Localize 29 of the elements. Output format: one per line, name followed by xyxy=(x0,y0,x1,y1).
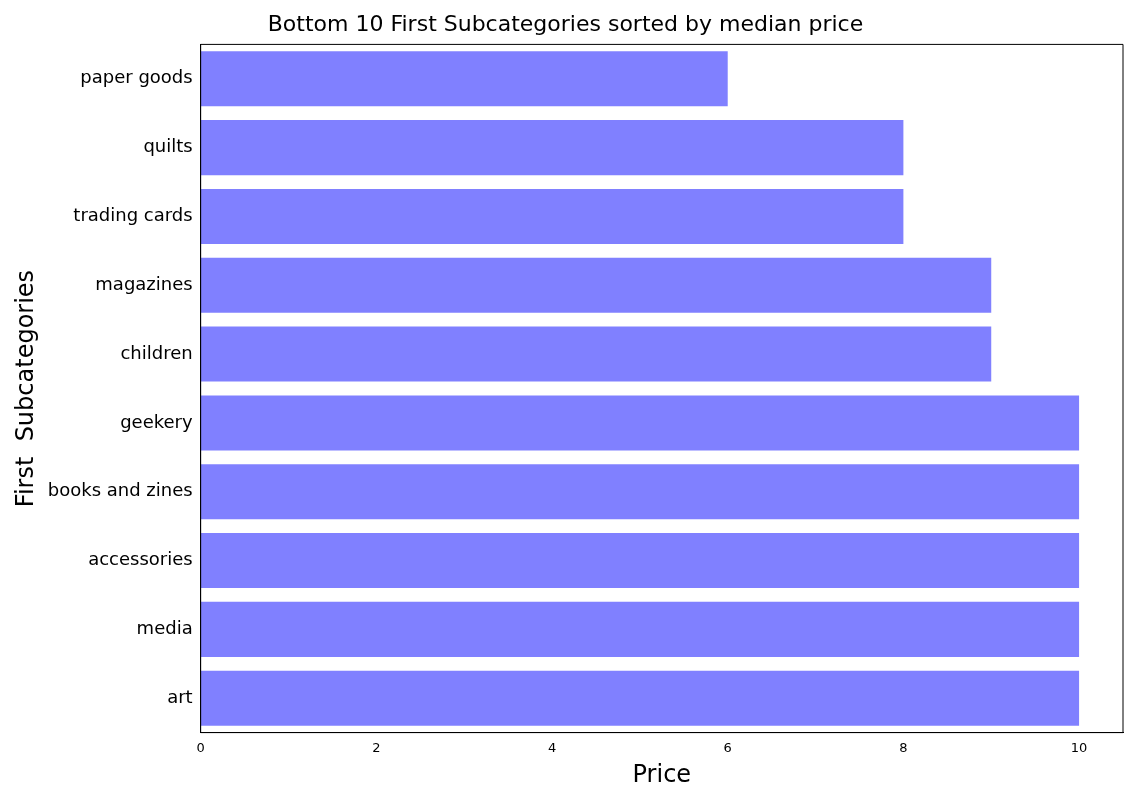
y-tick-label: media xyxy=(136,617,193,639)
x-tick-label: 10 xyxy=(1070,739,1088,755)
chart-title: Bottom 10 First Subcategories sorted by median price xyxy=(267,10,864,36)
bar xyxy=(200,120,904,176)
bar xyxy=(200,188,904,244)
bar xyxy=(200,51,728,107)
bar xyxy=(200,670,1080,726)
bar xyxy=(200,395,1080,451)
y-tick-label: art xyxy=(167,685,193,707)
x-tick-label: 8 xyxy=(899,739,908,755)
y-tick-label: trading cards xyxy=(73,204,193,226)
y-tick-label: geekery xyxy=(120,410,194,432)
y-tick-label: paper goods xyxy=(80,66,193,88)
bar xyxy=(200,257,992,313)
bar xyxy=(200,326,992,382)
x-tick-label: 0 xyxy=(196,739,205,755)
y-tick-label: children xyxy=(120,341,193,363)
x-tick-label: 4 xyxy=(547,739,557,755)
y-tick-label: magazines xyxy=(95,272,193,294)
x-tick-label: 2 xyxy=(372,739,381,755)
x-tick-label: 6 xyxy=(723,739,732,755)
y-tick-label: quilts xyxy=(143,135,193,157)
y-tick-label: accessories xyxy=(88,548,193,570)
y-tick-label: books and zines xyxy=(47,479,193,501)
y-axis-title: First Subcategories xyxy=(10,269,39,508)
bar xyxy=(200,601,1080,657)
bar xyxy=(200,533,1080,589)
x-axis-title: Price xyxy=(632,759,692,788)
bar xyxy=(200,464,1080,520)
